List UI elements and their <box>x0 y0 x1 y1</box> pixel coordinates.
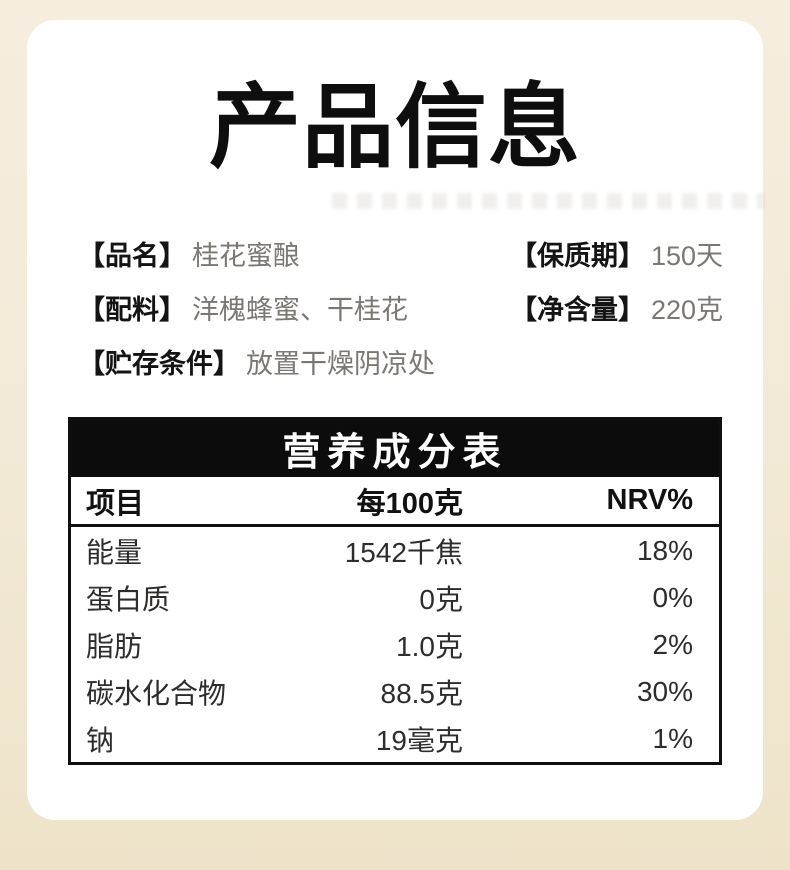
page-title: 产品信息 <box>208 77 581 179</box>
cell-nrv: 18% <box>636 534 693 566</box>
nutrition-facts-table: 营养成分表 项目 每100克 NRV% 能量 1542千焦 18% 蛋白质 0克… <box>68 417 722 765</box>
product-info-card: 产品信息 【品名】 桂花蜜酿 【保质期】 150天 【配料】 洋槐蜂蜜、干桂花 【净含… <box>27 20 764 820</box>
cell-item: 蛋白质 <box>86 583 171 615</box>
attribute-label: 【净含量】 <box>510 295 645 325</box>
attribute-value: 150天 <box>651 241 724 271</box>
cell-nrv: 0% <box>652 581 693 613</box>
cell-item: 能量 <box>86 536 143 568</box>
cell-per100g: 1.0克 <box>396 630 463 662</box>
attribute-label: 【品名】 <box>78 241 186 271</box>
cell-nrv: 1% <box>652 722 693 754</box>
watermark <box>332 193 764 209</box>
attribute-label: 【贮存条件】 <box>78 349 240 379</box>
attribute-label: 【保质期】 <box>510 241 645 271</box>
cell-item: 碳水化合物 <box>86 677 227 709</box>
attribute-net-weight: 【净含量】 220克 <box>510 292 743 328</box>
attribute-product-name: 【品名】 桂花蜜酿 <box>78 238 510 274</box>
cell-per100g: 0克 <box>419 583 463 615</box>
table-row-sodium: 钠 19毫克 1% <box>71 715 719 762</box>
attribute-storage: 【贮存条件】 放置干燥阴凉处 <box>78 346 510 382</box>
cell-nrv: 30% <box>636 675 693 707</box>
table-row-fat: 脂肪 1.0克 2% <box>71 621 719 668</box>
cell-item: 脂肪 <box>86 630 143 662</box>
product-attributes: 【品名】 桂花蜜酿 【保质期】 150天 【配料】 洋槐蜂蜜、干桂花 【净含量】 220… <box>78 238 743 400</box>
nutrition-header-row: 项目 每100克 NRV% <box>71 477 719 527</box>
cell-nrv: 2% <box>652 628 693 660</box>
attribute-value: 220克 <box>651 295 724 325</box>
table-row-carbohydrate: 碳水化合物 88.5克 30% <box>71 668 719 715</box>
attribute-value: 桂花蜜酿 <box>192 241 300 271</box>
table-row-energy: 能量 1542千焦 18% <box>71 527 719 574</box>
table-row-protein: 蛋白质 0克 0% <box>71 574 719 621</box>
attribute-value: 放置干燥阴凉处 <box>246 349 435 379</box>
attribute-ingredients: 【配料】 洋槐蜂蜜、干桂花 <box>78 292 510 328</box>
attribute-value: 洋槐蜂蜜、干桂花 <box>192 295 408 325</box>
attribute-shelf-life: 【保质期】 150天 <box>510 238 743 274</box>
nutrition-table-title: 营养成分表 <box>71 420 719 477</box>
cell-per100g: 88.5克 <box>380 677 464 709</box>
attribute-label: 【配料】 <box>78 295 186 325</box>
cell-item: 钠 <box>86 724 115 756</box>
cell-per100g: 1542千焦 <box>344 536 463 568</box>
column-header-per100g: 每100克 <box>356 487 463 520</box>
column-header-nrv: NRV% <box>606 484 694 516</box>
column-header-item: 项目 <box>86 487 145 520</box>
cell-per100g: 19毫克 <box>375 724 463 756</box>
